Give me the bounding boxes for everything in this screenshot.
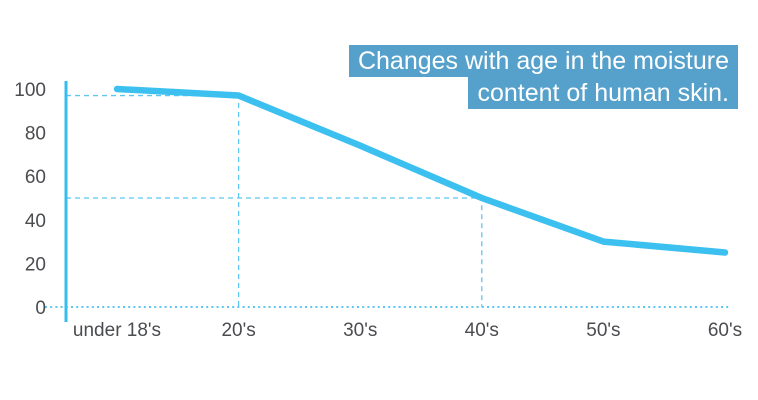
y-tick-label: 0: [35, 298, 46, 319]
title-line-1: Changes with age in the moisture: [348, 45, 738, 77]
y-tick-label: 60: [25, 167, 46, 188]
title-line-2: content of human skin.: [468, 77, 738, 109]
y-tick-label: 20: [25, 254, 46, 275]
moisture-line: [113, 85, 729, 256]
x-tick-label: under 18's: [73, 320, 161, 341]
x-tick-label: 20's: [221, 320, 255, 341]
y-tick-label: 40: [25, 211, 46, 232]
y-tick-label: 80: [25, 124, 46, 145]
x-tick-label: 40's: [465, 320, 499, 341]
reference-guide-40's: [66, 197, 483, 307]
y-tick-label: 100: [14, 80, 46, 101]
x-tick-label: 50's: [586, 320, 620, 341]
x-tick-label: 30's: [343, 320, 377, 341]
x-tick-label: 60's: [708, 320, 742, 341]
reference-guide-20's: [66, 94, 240, 307]
chart-title: Changes with age in the moisture content…: [348, 45, 738, 109]
